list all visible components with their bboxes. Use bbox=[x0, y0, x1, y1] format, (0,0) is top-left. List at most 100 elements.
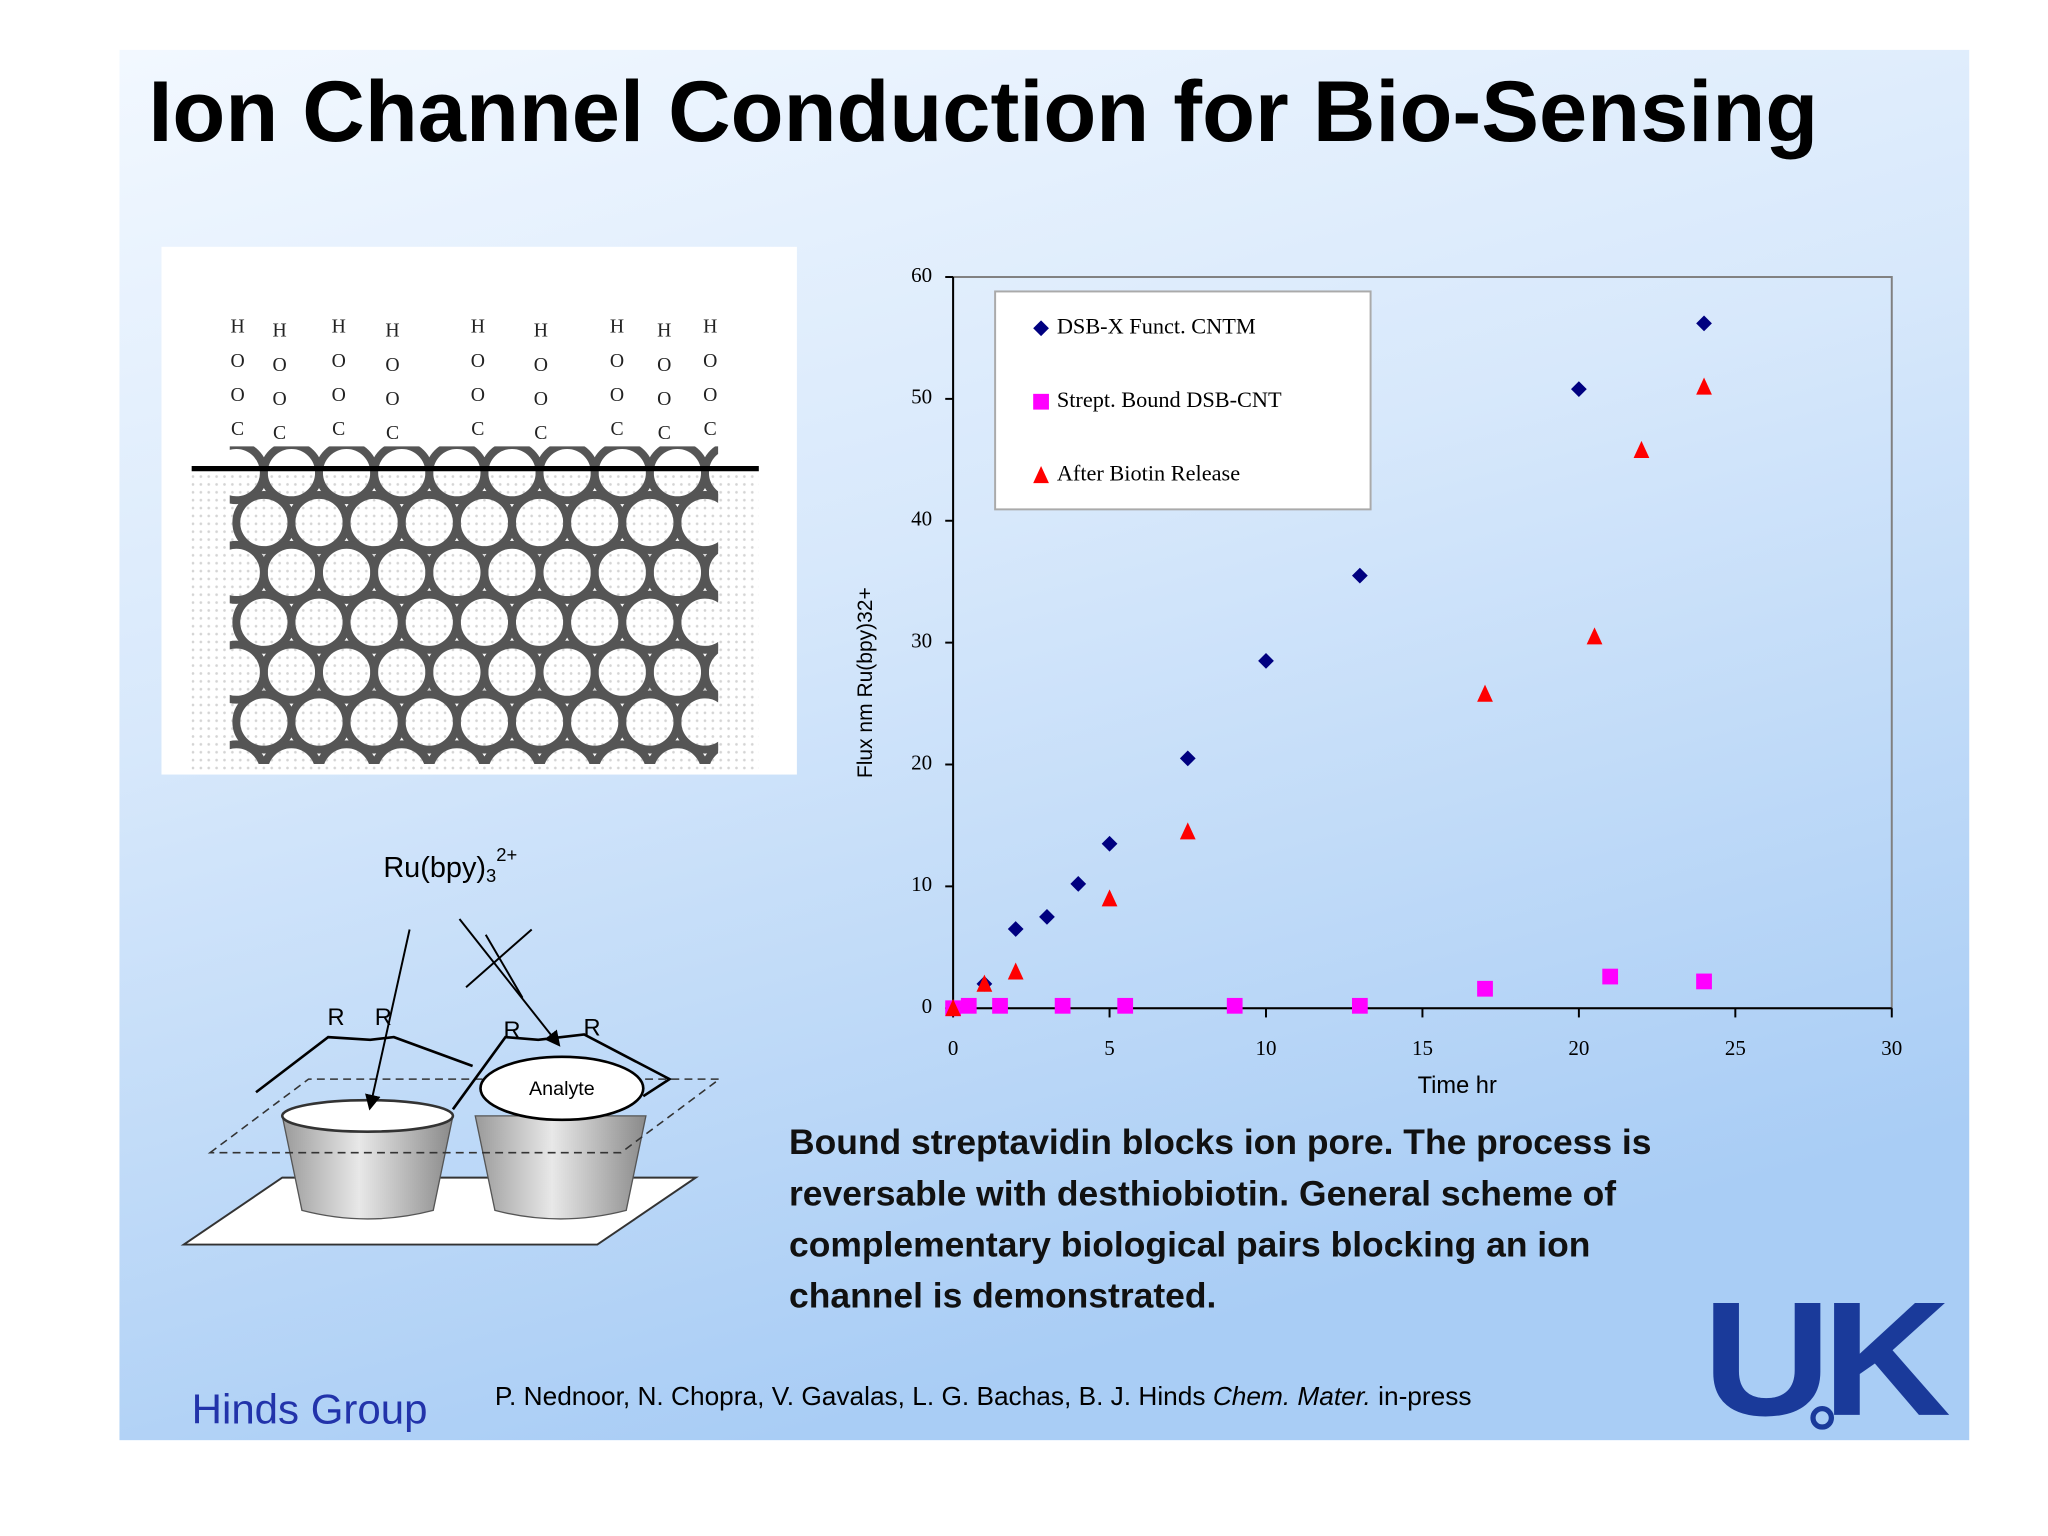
x-tick-label: 15 bbox=[1412, 1036, 1433, 1060]
lattice-ring bbox=[701, 644, 719, 701]
lattice-ring bbox=[646, 740, 708, 765]
legend-label: After Biotin Release bbox=[1057, 460, 1240, 485]
atom-label: O bbox=[657, 354, 671, 376]
atom-label: C bbox=[658, 422, 671, 444]
atom-label: C bbox=[386, 422, 399, 444]
point bbox=[1477, 684, 1493, 702]
y-axis-label: Flux nm Ru(bpy)32+ bbox=[854, 587, 877, 778]
reagent-sup: 2+ bbox=[496, 844, 517, 865]
point bbox=[976, 974, 993, 992]
analyte-label: Analyte bbox=[529, 1078, 595, 1100]
atom-label: O bbox=[273, 354, 287, 376]
point bbox=[1179, 822, 1196, 840]
point bbox=[1117, 997, 1134, 1014]
point bbox=[1070, 876, 1087, 892]
point bbox=[1007, 962, 1024, 980]
r-label: R bbox=[328, 1005, 345, 1031]
point bbox=[1226, 997, 1243, 1014]
point bbox=[1054, 997, 1071, 1014]
lattice-ring bbox=[536, 740, 598, 765]
point bbox=[1696, 315, 1712, 332]
y-tick-label: 30 bbox=[911, 628, 932, 652]
lattice-ring bbox=[371, 740, 433, 765]
x-tick-label: 30 bbox=[1881, 1036, 1902, 1060]
y-tick-label: 40 bbox=[911, 507, 932, 531]
atom-label: O bbox=[385, 354, 399, 376]
citation-authors: P. Nednoor, N. Chopra, V. Gavalas, L. G.… bbox=[495, 1381, 1213, 1411]
x-tick-label: 25 bbox=[1725, 1036, 1746, 1060]
lattice-ring bbox=[316, 740, 378, 765]
point bbox=[1351, 997, 1368, 1014]
reagent-base: Ru(bpy) bbox=[383, 852, 486, 884]
atom-label: C bbox=[610, 418, 623, 440]
point bbox=[992, 997, 1008, 1014]
atom-label: H bbox=[657, 320, 671, 342]
point bbox=[1696, 973, 1712, 990]
atom-label: C bbox=[231, 418, 244, 440]
caption-line: complementary biological pairs blocking … bbox=[789, 1225, 1590, 1265]
pore-right bbox=[474, 1115, 647, 1220]
lattice-ring bbox=[673, 690, 719, 754]
x-tick-label: 20 bbox=[1568, 1036, 1589, 1060]
y-tick-label: 20 bbox=[911, 750, 932, 774]
atom-label: O bbox=[703, 384, 717, 406]
atom-label: O bbox=[231, 384, 245, 406]
point bbox=[1007, 921, 1024, 937]
atom-label: H bbox=[273, 320, 287, 342]
x-tick-label: 5 bbox=[1104, 1036, 1115, 1060]
atom-label: O bbox=[332, 350, 346, 372]
group-name: Hinds Group bbox=[192, 1386, 428, 1433]
atom-label: C bbox=[332, 418, 345, 440]
legend-marker bbox=[1033, 393, 1049, 410]
caption-line: Bound streptavidin blocks ion pore. The … bbox=[789, 1122, 1651, 1162]
lattice-ring bbox=[481, 740, 543, 765]
point bbox=[1633, 440, 1650, 458]
atom-label: H bbox=[534, 320, 548, 342]
point bbox=[1477, 980, 1493, 997]
membrane-plane bbox=[207, 1078, 722, 1154]
linker-right bbox=[451, 1033, 673, 1111]
point bbox=[960, 997, 977, 1014]
reagent-label: Ru(bpy)32+ bbox=[383, 844, 517, 886]
legend-label: DSB-X Funct. CNTM bbox=[1057, 313, 1256, 338]
analyte-shape bbox=[479, 1055, 645, 1122]
r-label: R bbox=[584, 1015, 601, 1041]
point bbox=[945, 999, 961, 1017]
atom-label: O bbox=[703, 350, 717, 372]
lattice-ring bbox=[229, 740, 267, 765]
atom-label: H bbox=[610, 316, 624, 338]
atom-label: O bbox=[610, 350, 624, 372]
legend-box bbox=[994, 290, 1372, 511]
point bbox=[1696, 377, 1712, 395]
legend-marker bbox=[1033, 466, 1049, 484]
y-tick-label: 10 bbox=[911, 872, 932, 896]
atom-label: O bbox=[273, 388, 287, 410]
pore-left bbox=[281, 1115, 454, 1220]
citation: P. Nednoor, N. Chopra, V. Gavalas, L. G.… bbox=[495, 1381, 1472, 1411]
arrow-pass bbox=[365, 929, 411, 1111]
y-tick-label: 60 bbox=[911, 263, 932, 287]
reagent-sub: 3 bbox=[486, 865, 496, 886]
atom-label: H bbox=[385, 320, 399, 342]
atom-label: O bbox=[471, 384, 485, 406]
lattice bbox=[229, 446, 719, 765]
lattice-ring bbox=[260, 740, 322, 765]
point bbox=[1351, 567, 1368, 584]
logo-dot bbox=[1810, 1406, 1835, 1430]
atom-label: C bbox=[273, 422, 286, 444]
image-texture bbox=[191, 468, 759, 771]
caption-line: reversable with desthiobiotin. General s… bbox=[789, 1173, 1616, 1213]
x-tick-label: 10 bbox=[1255, 1036, 1276, 1060]
lattice-ring bbox=[673, 590, 719, 654]
legend-marker bbox=[1033, 320, 1049, 337]
atom-label: O bbox=[610, 384, 624, 406]
lattice-ring bbox=[426, 740, 488, 765]
atom-label: O bbox=[534, 388, 548, 410]
point bbox=[1179, 750, 1196, 767]
caption: Bound streptavidin blocks ion pore. The … bbox=[789, 1122, 1651, 1316]
lattice-ring bbox=[701, 544, 719, 601]
